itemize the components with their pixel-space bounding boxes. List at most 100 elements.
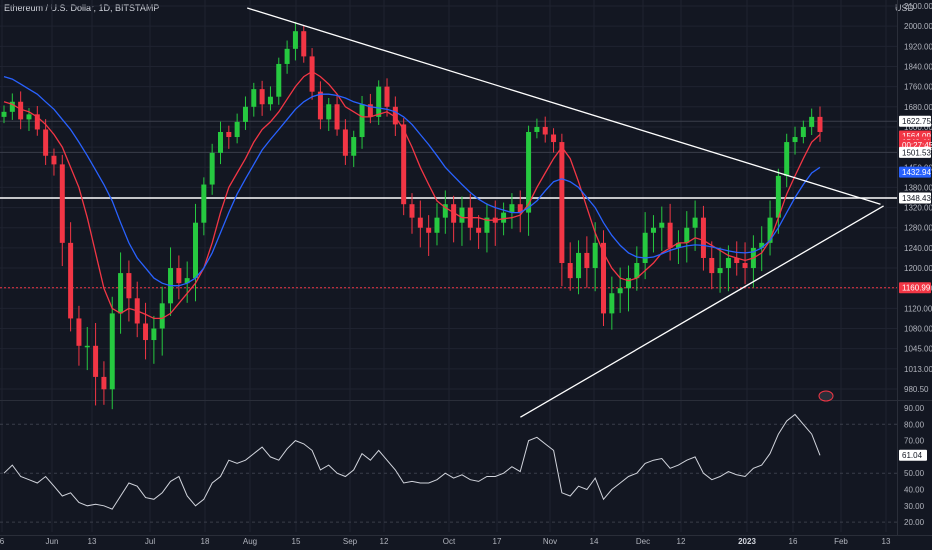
candle-body (809, 116, 815, 127)
candle-body (767, 217, 773, 243)
candle-body (276, 63, 282, 97)
candle-body (559, 142, 565, 264)
candle-body (642, 232, 648, 264)
candle-body (501, 212, 507, 223)
candle-body (284, 48, 290, 64)
price-tick-label: 2000.00 (904, 22, 932, 31)
candle-body (592, 242, 598, 269)
candle-body (217, 131, 223, 153)
candle-body (351, 137, 357, 156)
rsi-tick-label: 40.00 (904, 486, 925, 495)
candle-body (126, 273, 132, 299)
time-tick-label: 17 (493, 537, 502, 546)
candle-body (692, 217, 698, 228)
candle-body (43, 129, 49, 156)
candle-body (817, 116, 823, 132)
moving-average-fast (3, 70, 821, 320)
candle-body (151, 328, 157, 341)
candle-body (567, 263, 573, 279)
candle-body (392, 106, 398, 125)
time-tick-label: Nov (543, 537, 557, 546)
candle-body (725, 257, 731, 269)
candle-body (484, 217, 490, 233)
candle-body (51, 155, 57, 165)
price-tick-label: 980.50 (904, 385, 929, 394)
candle-body (584, 252, 590, 269)
rsi-tick-label: 70.00 (904, 437, 925, 446)
time-tick-label: 13 (882, 537, 891, 546)
candle-body (193, 222, 199, 279)
candle-body (26, 114, 32, 120)
rsi-tick-label: 90.00 (904, 404, 925, 413)
time-tick-label: Jun (46, 537, 59, 546)
candle-body (625, 278, 631, 289)
currency-label: USD (894, 3, 914, 13)
candle-body (84, 345, 90, 348)
rsi-tick-label: 20.00 (904, 518, 925, 527)
candle-body (601, 242, 607, 314)
time-tick-label: Feb (834, 537, 848, 546)
candle-body (434, 217, 440, 233)
candle-body (309, 56, 315, 92)
price-tick-label: 1045.00 (904, 345, 932, 354)
candle-body (1, 111, 7, 117)
price-badge-label: 1622.75 (902, 117, 931, 126)
candle-body (267, 96, 273, 105)
rsi-tick-label: 30.00 (904, 502, 925, 511)
candle-body (143, 323, 149, 341)
candle-body (800, 126, 806, 138)
price-badge (899, 166, 931, 178)
candle-body (259, 89, 265, 105)
candle-body (118, 273, 124, 314)
rsi-tick-label: 80.00 (904, 420, 925, 429)
time-tick-label: 14 (590, 537, 599, 546)
price-badge-label: 1501.53 (902, 148, 931, 157)
price-tick-label: 1320.00 (904, 204, 932, 213)
candle-body (526, 131, 532, 213)
candle-body (176, 268, 182, 284)
price-tick-label: 1380.00 (904, 183, 932, 192)
trendline-lower (520, 205, 884, 418)
event-marker-icon (818, 390, 834, 402)
price-badge-label: 1348.43 (902, 194, 931, 203)
candle-body (459, 207, 465, 223)
candle-body (542, 126, 548, 135)
time-tick-label: 12 (677, 537, 686, 546)
candle-body (551, 134, 557, 143)
price-badge (899, 282, 931, 294)
candle-body (792, 137, 798, 143)
time-tick-label: 18 (201, 537, 210, 546)
candle-body (742, 263, 748, 269)
price-tick-label: 1920.00 (904, 42, 932, 51)
candle-body (700, 217, 706, 258)
candle-body (442, 204, 448, 218)
price-badge (899, 192, 931, 204)
candle-body (68, 242, 74, 319)
candle-body (76, 318, 82, 346)
candle-body (159, 303, 165, 329)
candle-body (717, 268, 723, 274)
price-tick-label: 1013.00 (904, 365, 932, 374)
candle-body (317, 91, 323, 120)
rsi-tick-label: 50.00 (904, 469, 925, 478)
price-badge-label: 1432.94 (902, 168, 931, 177)
time-tick-label: Aug (243, 537, 257, 546)
candle-body (184, 278, 190, 284)
candle-body (226, 131, 232, 138)
candle-body (451, 204, 457, 223)
candle-body (634, 263, 640, 279)
candle-body (109, 313, 115, 390)
candle-body (409, 204, 415, 218)
candle-body (617, 288, 623, 294)
price-tick-label: 1760.00 (904, 83, 932, 92)
price-tick-label: 1120.00 (904, 304, 932, 313)
candle-body (576, 252, 582, 279)
price-badge (899, 146, 931, 158)
candle-body (417, 217, 423, 228)
price-tick-label: 1240.00 (904, 244, 932, 253)
rsi-line (3, 413, 821, 510)
price-tick-label: 1200.00 (904, 264, 932, 273)
candle-body (342, 129, 348, 156)
time-tick-label: Dec (636, 537, 650, 546)
